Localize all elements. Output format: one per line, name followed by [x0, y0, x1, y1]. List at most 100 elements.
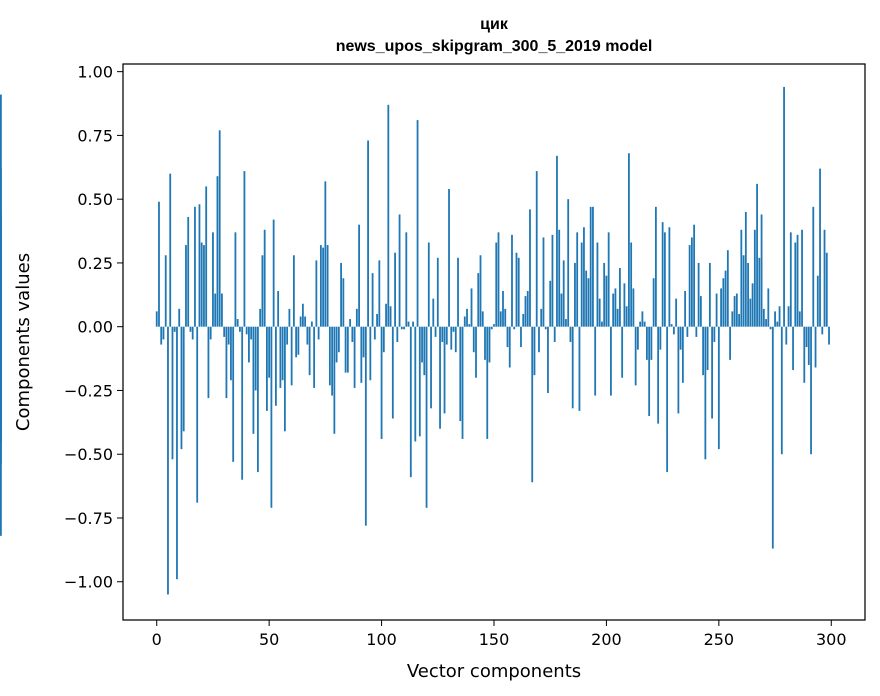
- bar: [551, 234, 554, 327]
- bar: [308, 326, 311, 376]
- bar: [686, 326, 689, 337]
- bar: [524, 296, 527, 327]
- bar: [304, 316, 307, 327]
- bar: [477, 273, 480, 327]
- bar: [594, 326, 597, 396]
- bar: [185, 245, 187, 327]
- bar: [423, 326, 426, 376]
- bar: [207, 326, 210, 399]
- bar: [753, 229, 756, 327]
- bar: [659, 326, 662, 350]
- bar: [666, 326, 669, 473]
- bar: [407, 321, 410, 327]
- bar: [481, 311, 484, 327]
- bar: [749, 298, 752, 327]
- bar: [236, 319, 239, 327]
- bar: [313, 326, 316, 388]
- bar: [398, 214, 401, 327]
- bar: [702, 326, 705, 376]
- bar: [196, 326, 199, 503]
- bar: [796, 234, 799, 327]
- bar: [394, 252, 396, 327]
- bar: [248, 326, 250, 363]
- bar: [767, 288, 770, 327]
- bar: [225, 326, 228, 399]
- bar: [646, 326, 648, 360]
- bar: [533, 326, 536, 376]
- bar: [607, 232, 610, 327]
- bar: [508, 326, 511, 368]
- bar: [250, 326, 253, 340]
- bar: [187, 217, 190, 327]
- x-tick-label: 100: [366, 630, 397, 649]
- bar: [787, 306, 790, 327]
- bar: [337, 326, 340, 353]
- bar: [517, 257, 520, 327]
- bar: [610, 326, 612, 396]
- bar: [499, 311, 502, 327]
- bar: [681, 326, 684, 383]
- bar: [747, 262, 749, 327]
- bar: [742, 255, 745, 327]
- bar: [605, 275, 608, 327]
- bar: [182, 326, 185, 432]
- bar: [652, 278, 655, 327]
- bar: [416, 120, 419, 327]
- bar: [758, 257, 761, 327]
- bar: [216, 176, 219, 327]
- bar: [297, 326, 300, 355]
- bar: [630, 242, 633, 327]
- bar: [821, 326, 824, 335]
- bar: [470, 288, 473, 327]
- bar: [418, 326, 421, 437]
- bar: [459, 326, 462, 422]
- bar: [497, 232, 500, 327]
- x-axis-ticks: 0 50 100 150 200 250 300: [152, 620, 847, 649]
- bar: [167, 326, 169, 595]
- bar: [711, 326, 713, 419]
- bar: [569, 326, 572, 342]
- bar: [286, 326, 289, 345]
- bar: [0, 257, 2, 327]
- bar: [544, 326, 547, 330]
- bar: [670, 324, 673, 327]
- bar: [789, 232, 792, 327]
- bar: [436, 257, 439, 327]
- bar: [771, 326, 774, 549]
- bar: [522, 313, 525, 327]
- bar: [560, 293, 563, 327]
- bar: [472, 326, 475, 353]
- x-tick-label: 250: [704, 630, 735, 649]
- bar: [360, 326, 363, 383]
- bar: [486, 326, 489, 439]
- bar: [823, 229, 826, 327]
- bar: [376, 313, 378, 327]
- bar: [529, 209, 531, 327]
- x-tick-label: 0: [152, 630, 162, 649]
- bar: [234, 232, 237, 327]
- bar: [493, 324, 495, 327]
- x-tick-label: 200: [591, 630, 622, 649]
- bar: [272, 219, 275, 327]
- bar: [283, 326, 286, 432]
- bar: [814, 326, 817, 368]
- bar: [765, 319, 767, 327]
- bar: [661, 222, 664, 327]
- bar: [574, 262, 576, 327]
- bar: [342, 278, 345, 327]
- bar: [441, 326, 444, 342]
- bar: [158, 201, 160, 327]
- bar: [324, 181, 327, 327]
- y-tick-label: 1.00: [77, 63, 113, 82]
- bar: [263, 229, 266, 327]
- bar: [344, 326, 347, 373]
- bar: [708, 262, 711, 327]
- bar: [699, 296, 702, 327]
- bar: [180, 326, 183, 450]
- bar: [328, 326, 331, 386]
- bar: [421, 326, 423, 363]
- bar: [542, 237, 545, 327]
- bar: [580, 242, 583, 327]
